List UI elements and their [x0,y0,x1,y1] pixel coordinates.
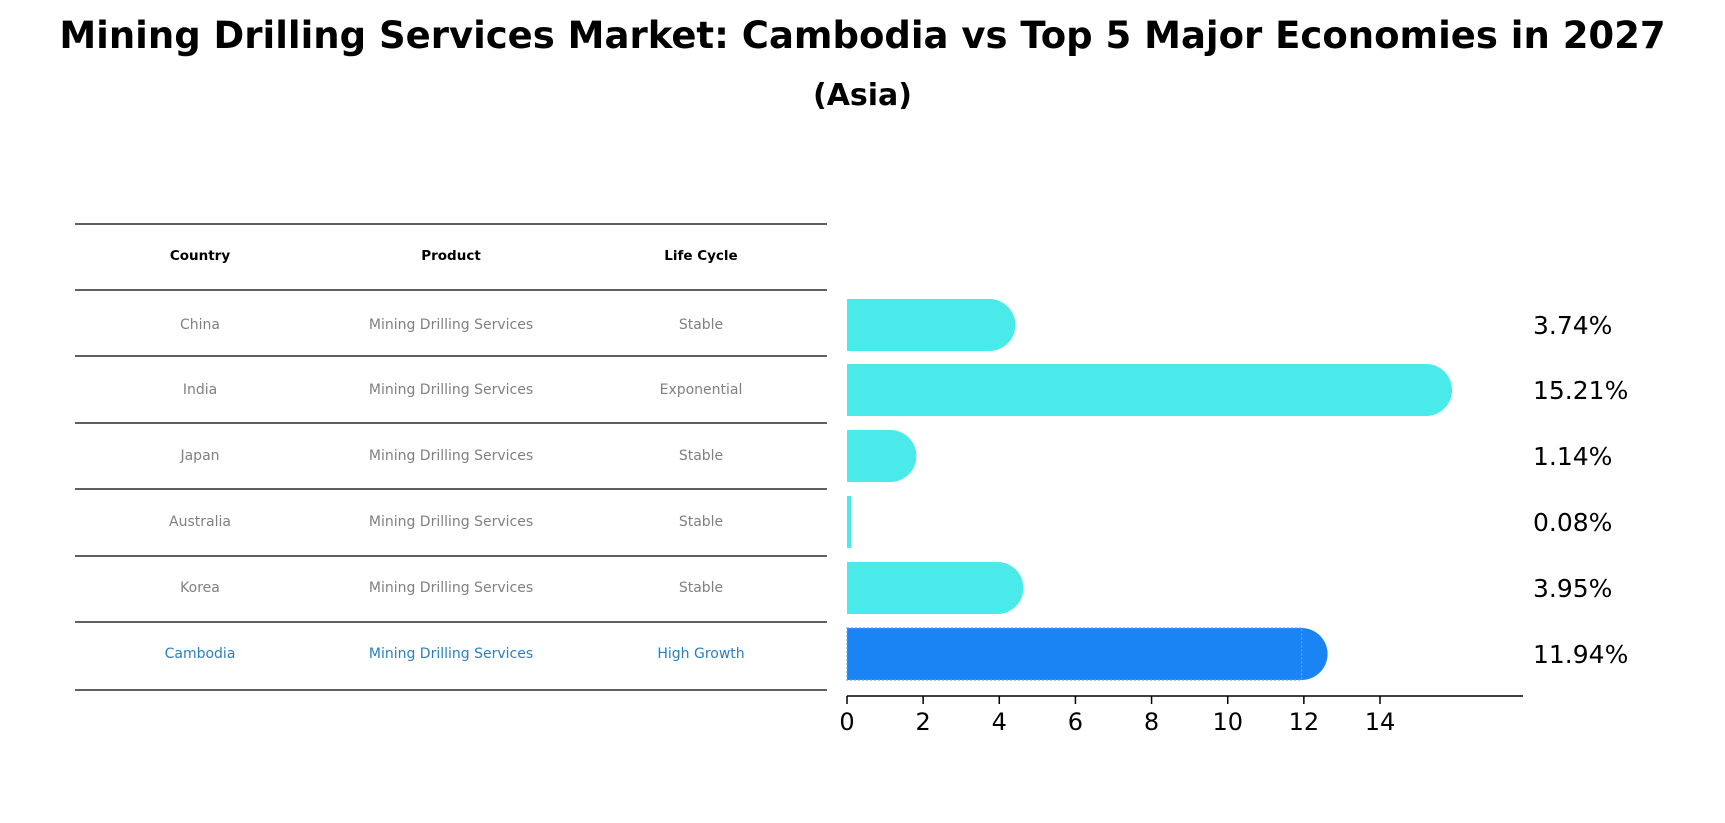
table-cell-country: Cambodia [165,646,236,662]
data-labels: 3.74% 15.21% 1.14% 0.08% 3.95% 11.94% [1533,311,1628,669]
bar-body [847,496,851,548]
bar-cap [1400,364,1453,416]
bar-body [847,364,1427,416]
bar-cap [864,430,917,482]
x-tick-label: 8 [1144,708,1159,736]
table-cell-life-cycle: Stable [679,448,723,464]
x-tick-label: 12 [1289,708,1320,736]
bar-japan [847,430,917,482]
table-cell-life-cycle: Exponential [660,382,743,398]
table-cell-life-cycle: High Growth [657,646,744,662]
bar-cap [963,299,1016,351]
table-header-product: Product [421,248,481,264]
table-cell-country: India [183,382,217,398]
value-label-china: 3.74% [1533,311,1612,340]
bar-china [847,299,1016,351]
value-label-korea: 3.95% [1533,574,1612,603]
table-cell-country: Japan [179,448,219,464]
table-cell-life-cycle: Stable [679,580,723,596]
table-cell-country: Australia [169,514,231,530]
data-table: Country Product Life Cycle China Mining Dril… [75,223,827,691]
bar-highlight-outline [846,627,1303,681]
bar-cambodia [846,627,1328,681]
bar-india [847,364,1453,416]
x-tick-label: 10 [1212,708,1243,736]
table-cell-country: China [180,317,220,333]
value-label-india: 15.21% [1533,376,1628,405]
x-tick-label: 2 [916,708,931,736]
bar-cap [971,562,1024,614]
chart-subtitle: (Asia) [812,78,913,113]
table-header-country: Country [170,248,231,264]
table-cell-product: Mining Drilling Services [369,382,533,398]
x-axis: 0 2 4 6 8 10 12 14 [839,695,1523,736]
x-tick-label: 4 [992,708,1007,736]
value-label-japan: 1.14% [1533,442,1612,471]
value-label-australia: 0.08% [1533,508,1612,537]
bar-series [846,299,1453,681]
table-cell-product: Mining Drilling Services [369,646,533,662]
x-tick-label: 6 [1068,708,1083,736]
x-tick-label: 14 [1365,708,1396,736]
table-cell-product: Mining Drilling Services [369,514,533,530]
bar-body [847,628,1302,680]
bar-korea [847,562,1024,614]
table-cell-life-cycle: Stable [679,514,723,530]
chart-title: Mining Drilling Services Market: Cambodi… [59,14,1666,57]
value-label-cambodia: 11.94% [1533,640,1628,669]
table-cell-product: Mining Drilling Services [369,448,533,464]
table-cell-country: Korea [180,580,220,596]
table-cell-product: Mining Drilling Services [369,580,533,596]
x-tick-label: 0 [839,708,854,736]
table-cell-life-cycle: Stable [679,317,723,333]
table-header-life-cycle: Life Cycle [664,248,737,264]
table-cell-product: Mining Drilling Services [369,317,533,333]
bar-australia [847,496,851,548]
